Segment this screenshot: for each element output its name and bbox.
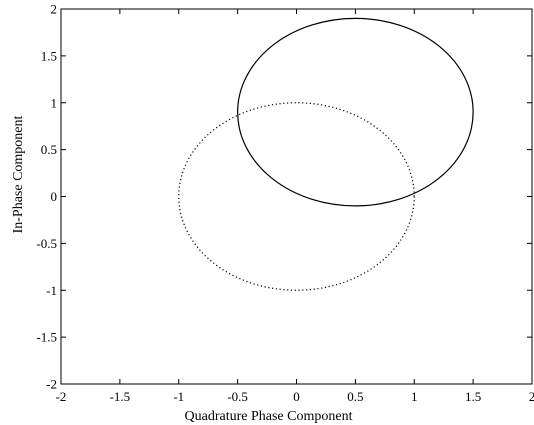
y-tick-label: 1 [51,95,58,110]
y-tick-label: 0 [51,189,58,204]
dotted-circle-series [178,102,415,291]
solid-circle-series [237,17,474,207]
tick-layer [60,8,533,385]
y-tick-label: 0.5 [41,142,57,157]
x-tick-label: 1.5 [465,389,481,404]
y-tick-label: -0.5 [36,236,57,251]
x-tick-label: 0.5 [347,389,363,404]
x-tick-label: -0.5 [227,389,248,404]
x-tick-label: 2 [529,389,534,404]
y-tick-label: 2 [51,2,58,17]
y-tick-label: 1.5 [41,48,57,63]
y-tick-label: -2 [46,377,57,392]
x-tick-label: -1 [173,389,184,404]
series-layer [178,17,474,291]
x-tick-label: -1.5 [110,389,131,404]
y-tick-label: -1.5 [36,330,57,345]
x-tick-label: 1 [411,389,418,404]
plot-frame [60,8,533,385]
x-axis-label: Quadrature Phase Component [185,409,353,424]
y-tick-label: -1 [46,283,57,298]
x-tick-label: 0 [293,389,300,404]
x-tick-label: -2 [56,389,67,404]
tick-label-layer: -2 -1.5 -1 -0.5 0 0.5 1 1.5 2 -2 -1.5 -1 -0.5 0 0.5 1 1.… [36,2,534,405]
y-axis-label: In-Phase Component [11,115,26,233]
